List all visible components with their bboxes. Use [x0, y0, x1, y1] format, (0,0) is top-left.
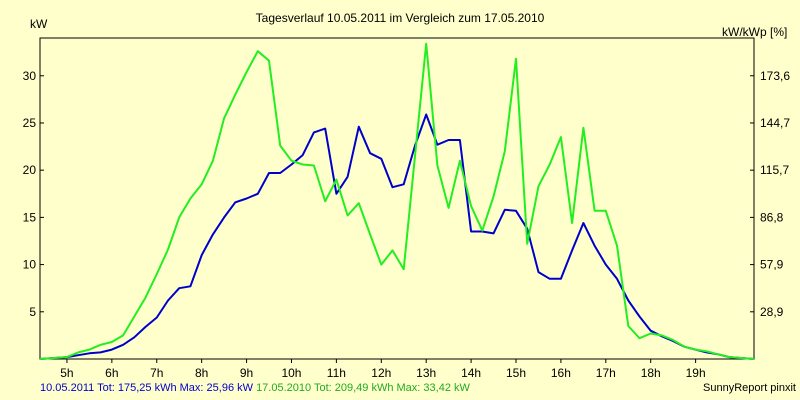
x-tick-label: 13h	[416, 366, 436, 380]
x-tick-label: 19h	[686, 366, 706, 380]
x-tick-label: 9h	[240, 366, 253, 380]
plot-area	[39, 37, 755, 360]
legend-footer: 10.05.2011 Tot: 175,25 kWh Max: 25,96 kW…	[40, 382, 796, 398]
y-left-tick-label: 15	[23, 210, 37, 224]
legend-series-2010: 17.05.2010 Tot: 209,49 kWh Max: 33,42 kW	[256, 382, 470, 394]
y-axis-left-label: kW	[30, 17, 48, 31]
x-tick-label: 12h	[371, 366, 391, 380]
y-left-tick-label: 5	[29, 305, 36, 319]
y-right-tick-label: 28,9	[760, 305, 784, 319]
x-tick-label: 8h	[195, 366, 208, 380]
x-tick-label: 17h	[596, 366, 616, 380]
y-right-tick-label: 173,6	[760, 69, 790, 83]
x-tick-label: 10h	[281, 366, 301, 380]
x-tick-label: 6h	[105, 366, 118, 380]
x-tick-label: 7h	[150, 366, 163, 380]
y-left-tick-label: 20	[23, 163, 37, 177]
series-line-2010	[39, 42, 755, 360]
y-right-tick-label: 57,9	[760, 258, 784, 272]
y-right-tick-label: 86,8	[760, 210, 784, 224]
y-right-tick-label: 115,7	[760, 163, 789, 177]
y-left-tick-label: 30	[23, 69, 37, 83]
y-left-tick-label: 10	[23, 258, 37, 272]
x-tick-label: 11h	[327, 366, 346, 380]
x-tick-label: 14h	[461, 366, 481, 380]
x-tick-label: 18h	[641, 366, 661, 380]
series-layer	[39, 42, 755, 360]
legend-series-2011: 10.05.2011 Tot: 175,25 kWh Max: 25,96 kW	[40, 382, 253, 394]
y-axis-right-label: kW/kWp [%]	[722, 25, 787, 39]
credit-text: SunnyReport pinxit	[703, 382, 796, 394]
x-tick-label: 16h	[551, 366, 571, 380]
x-tick-label: 15h	[506, 366, 526, 380]
x-tick-label: 5h	[60, 366, 73, 380]
y-left-tick-label: 25	[23, 116, 37, 130]
series-line-2011	[39, 113, 755, 360]
chart-title: Tagesverlauf 10.05.2011 im Vergleich zum…	[256, 11, 545, 25]
axis-ticks: 5 10 15 20 25 30 28,9 57,9 86,8 115,7 144,7 173,6 5h…	[23, 69, 791, 380]
y-right-tick-label: 144,7	[760, 116, 790, 130]
